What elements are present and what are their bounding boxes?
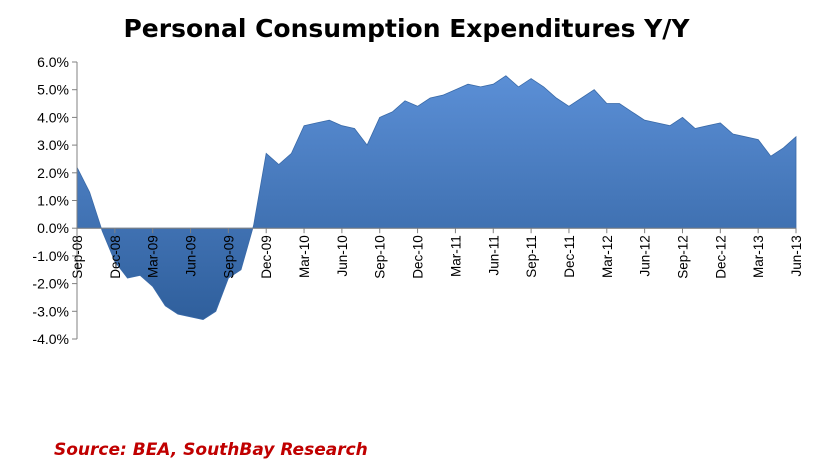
- x-tick-label: Mar-12: [600, 235, 615, 278]
- series-area: [76, 75, 797, 321]
- y-tick-label: -3.0%: [32, 303, 69, 319]
- x-tick-label: Sep-09: [221, 235, 236, 279]
- x-tick-label: Jun-10: [335, 235, 350, 276]
- y-tick-label: 1.0%: [37, 193, 69, 209]
- y-tick-label: -1.0%: [32, 248, 69, 264]
- y-tick-label: -2.0%: [32, 276, 69, 292]
- x-tick-label: Mar-11: [448, 235, 463, 277]
- x-tick-label: Dec-09: [259, 235, 274, 279]
- x-tick-label: Dec-12: [713, 235, 728, 279]
- y-tick-label: 6.0%: [37, 54, 69, 70]
- y-tick-label: 0.0%: [37, 220, 69, 236]
- y-tick-label: 3.0%: [37, 137, 69, 153]
- x-tick-label: Sep-12: [676, 235, 691, 279]
- x-tick-label: Sep-11: [524, 235, 539, 278]
- x-tick-label: Jun-12: [638, 235, 653, 276]
- x-tick-label: Sep-08: [70, 235, 85, 279]
- x-tick-label: Mar-13: [751, 235, 766, 278]
- x-tick-label: Mar-10: [297, 235, 312, 278]
- chart-title: Personal Consumption Expenditures Y/Y: [123, 14, 690, 43]
- y-tick-label: -4.0%: [32, 331, 69, 347]
- x-tick-label: Dec-08: [108, 235, 123, 279]
- x-tick-label: Sep-10: [373, 235, 388, 279]
- x-tick-label: Dec-11: [562, 235, 577, 278]
- x-tick-label: Dec-10: [411, 235, 426, 279]
- x-tick-label: Jun-11: [486, 235, 501, 275]
- source-note: Source: BEA, SouthBay Research: [54, 440, 368, 460]
- y-tick-label: 5.0%: [37, 82, 69, 98]
- y-tick-label: 4.0%: [37, 109, 69, 125]
- x-tick-label: Mar-09: [146, 235, 161, 278]
- x-tick-label: Jun-09: [184, 235, 199, 276]
- x-tick-label: Jun-13: [789, 235, 804, 276]
- y-tick-label: 2.0%: [37, 165, 69, 181]
